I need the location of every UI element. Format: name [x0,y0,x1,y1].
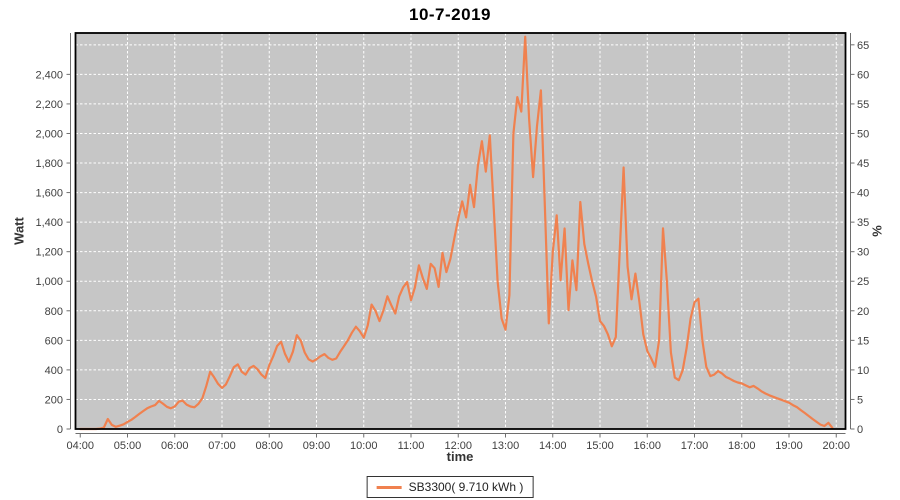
right-axis-tick-label: 10 [857,365,869,377]
right-axis-tick-label: 5 [857,394,863,406]
x-axis-tick-label: 07:00 [208,440,236,452]
x-axis-tick-label: 04:00 [66,440,94,452]
chart-title: 10-7-2019 [408,5,491,24]
x-axis-tick-label: 13:00 [492,440,520,452]
x-axis-tick-label: 05:00 [114,440,142,452]
left-axis-tick-label: 0 [57,424,63,436]
right-axis-tick-label: 55 [857,99,869,111]
right-axis-tick-label: 45 [857,158,869,170]
x-axis-label-time: time [446,449,474,464]
x-axis-tick-label: 06:00 [161,440,189,452]
left-axis-tick-label: 1,400 [35,217,63,229]
right-axis-tick-label: 15 [857,335,869,347]
x-axis-tick-label: 11:00 [398,440,425,452]
right-axis-tick-label: 60 [857,69,869,81]
left-axis-tick-label: 1,800 [35,158,63,170]
left-axis-tick-label: 200 [45,394,63,406]
x-axis-tick-label: 19:00 [775,440,803,452]
legend-line-swatch [376,485,402,489]
right-axis-tick-label: 35 [857,217,869,229]
chart-plot-area: 02004006008001,0001,2001,4001,6001,8002,… [35,32,869,452]
right-axis-tick-label: 50 [857,128,869,140]
y-axis-label-percent: % [869,225,885,237]
left-axis-tick-label: 2,200 [35,99,63,111]
x-axis-tick-label: 12:00 [444,440,472,452]
left-axis-tick-label: 2,000 [35,128,63,140]
left-axis-tick-label: 400 [45,365,63,377]
x-axis-tick-label: 18:00 [728,440,756,452]
x-axis-tick-label: 16:00 [633,440,661,452]
left-axis-tick-label: 2,400 [35,69,63,81]
legend: SB3300( 9.710 kWh ) [366,476,534,498]
y-axis-label-watt: Watt [11,217,27,245]
right-axis-tick-label: 25 [857,276,869,288]
plot-background [75,33,846,429]
x-axis-tick-label: 15:00 [586,440,614,452]
series-line-sb3300 [79,35,834,431]
left-axis-tick-label: 800 [45,306,63,318]
right-axis-tick-label: 0 [857,424,863,436]
right-axis-tick-label: 65 [857,40,869,52]
left-axis-tick-label: 1,600 [35,188,63,200]
x-axis-tick-label: 08:00 [255,440,283,452]
x-axis-tick-label: 09:00 [303,440,331,452]
plot-border [74,32,847,430]
right-axis-tick-label: 40 [857,188,869,200]
legend-series-label: SB3300( 9.710 kWh ) [408,480,524,494]
x-axis-tick-label: 10:00 [350,440,378,452]
x-axis-tick-label: 14:00 [539,440,567,452]
right-axis-tick-label: 20 [857,306,869,318]
right-axis-tick-label: 30 [857,247,869,259]
left-axis-tick-label: 600 [45,335,63,347]
x-axis-tick-label: 17:00 [681,440,709,452]
x-axis-tick-label: 20:00 [822,440,850,452]
left-axis-tick-label: 1,000 [35,276,63,288]
left-axis-tick-label: 1,200 [35,247,63,259]
